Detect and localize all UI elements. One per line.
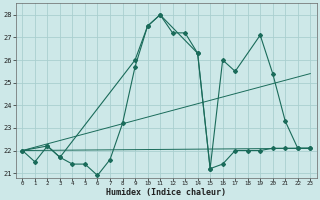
X-axis label: Humidex (Indice chaleur): Humidex (Indice chaleur) [106,188,226,197]
